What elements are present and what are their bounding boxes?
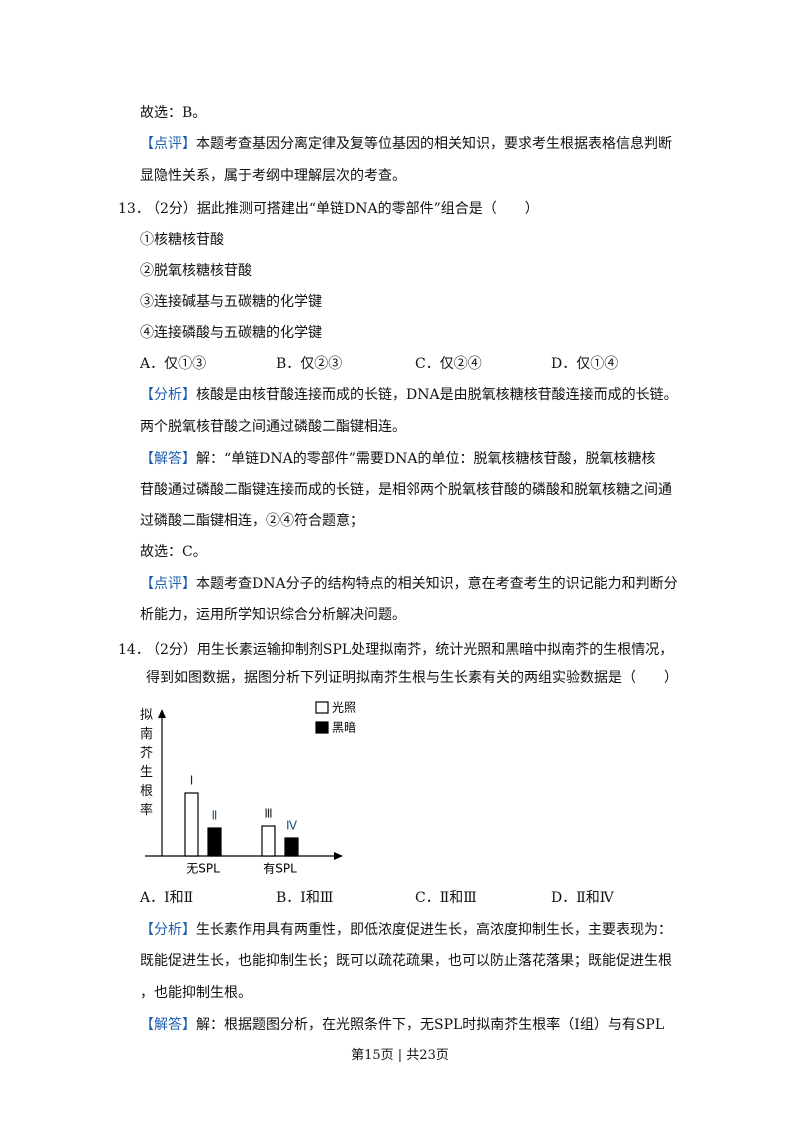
bar bbox=[284, 837, 299, 857]
analysis-line: 【分析】核酸是由核苷酸连接而成的长链，DNA是由脱氧核糖核苷酸连接而成的长链。 bbox=[140, 385, 678, 405]
tag: 【分析】 bbox=[140, 387, 196, 403]
legend-label: 光照 bbox=[332, 701, 356, 715]
bar-label: Ⅰ bbox=[190, 774, 194, 788]
answer-line: 苷酸通过磷酸二酯键连接而成的长链，是相邻两个脱氧核苷酸的磷酸和脱氧核糖之间通 bbox=[140, 482, 672, 498]
text: 本题考查DNA分子的结构特点的相关知识，意在考查考生的识记能力和判断分 bbox=[196, 576, 678, 592]
conclusion: 故选：C。 bbox=[140, 544, 207, 560]
legend-swatch bbox=[315, 701, 329, 714]
analysis-line: 【分析】生长素作用具有两重性，即低浓度促进生长，高浓度抑制生长，主要表现为： bbox=[140, 920, 672, 940]
question-number: 14． bbox=[118, 642, 150, 658]
bar bbox=[261, 825, 276, 857]
option: A．Ⅰ和Ⅱ bbox=[140, 890, 194, 906]
question-stem: （2分）据此推测可搭建出“单链DNA的零部件”组合是（ ） bbox=[146, 201, 539, 217]
option: D．仅①④ bbox=[551, 356, 619, 372]
x-tick-label: 无SPL bbox=[186, 862, 220, 876]
question-stem: 得到如图数据，据图分析下列证明拟南芥生根与生长素有关的两组实验数据是（ ） bbox=[146, 670, 678, 686]
conclusion: 故选：B。 bbox=[140, 105, 207, 121]
comment-line: 【点评】本题考查DNA分子的结构特点的相关知识，意在考查考生的识记能力和判断分 bbox=[140, 574, 678, 594]
analysis-line: 既能促进生长，也能抑制生长；既可以疏花疏果，也可以防止落花落果；既能促进生根 bbox=[140, 953, 672, 969]
question-stem: （2分）用生长素运输抑制剂SPL处理拟南芥，统计光照和黑暗中拟南芥的生根情况， bbox=[146, 642, 674, 658]
x-tick-label: 有SPL bbox=[263, 862, 297, 876]
bar bbox=[207, 827, 222, 857]
bar-label: Ⅱ bbox=[212, 809, 218, 823]
item: ②脱氧核糖核苷酸 bbox=[140, 263, 252, 279]
answer-line: 过磷酸二酯键相连，②④符合题意； bbox=[140, 513, 364, 529]
text: 核酸是由核苷酸连接而成的长链，DNA是由脱氧核糖核苷酸连接而成的长链。 bbox=[196, 387, 678, 403]
comment-line: 【点评】本题考查基因分离定律及复等位基因的相关知识，要求考生根据表格信息判断 bbox=[140, 134, 672, 154]
item: ①核糖核苷酸 bbox=[140, 232, 224, 248]
option: C．仅②④ bbox=[415, 356, 482, 372]
text: 本题考查基因分离定律及复等位基因的相关知识，要求考生根据表格信息判断 bbox=[196, 136, 672, 152]
bar-label: Ⅳ bbox=[286, 819, 297, 833]
text: 生长素作用具有两重性，即低浓度促进生长，高浓度抑制生长，主要表现为： bbox=[196, 922, 672, 938]
analysis-line: ，也能抑制生根。 bbox=[140, 985, 252, 1001]
question-number: 13． bbox=[118, 201, 150, 217]
comment-line: 析能力，运用所学知识综合分析解决问题。 bbox=[140, 607, 406, 623]
answer-line: 【解答】解：“单链DNA的零部件”需要DNA的单位：脱氧核糖核苷酸，脱氧核糖核 bbox=[140, 449, 655, 469]
option: B．Ⅰ和Ⅲ bbox=[276, 890, 334, 906]
tag: 【解答】 bbox=[140, 1017, 196, 1033]
option: D．Ⅱ和Ⅳ bbox=[551, 890, 614, 906]
y-axis-label: 拟南芥生根率 bbox=[140, 708, 154, 818]
option: A．仅①③ bbox=[140, 356, 207, 372]
legend-label: 黑暗 bbox=[332, 720, 356, 735]
text: 解：根据题图分析，在光照条件下，无SPL时拟南芥生根率（Ⅰ组）与有SPL bbox=[196, 1017, 665, 1033]
option: C．Ⅱ和Ⅲ bbox=[415, 890, 477, 906]
analysis-line: 两个脱氧核苷酸之间通过磷酸二酯键相连。 bbox=[140, 419, 406, 435]
tag: 【点评】 bbox=[140, 576, 196, 592]
y-arrow bbox=[158, 709, 166, 718]
item: ④连接磷酸与五碳糖的化学键 bbox=[140, 325, 322, 341]
comment-line: 显隐性关系，属于考纲中理解层次的考查。 bbox=[140, 168, 406, 184]
option: B．仅②③ bbox=[276, 356, 343, 372]
page-footer: 第15页 | 共23页 bbox=[351, 1048, 449, 1063]
item: ③连接碱基与五碳糖的化学键 bbox=[140, 294, 322, 310]
text: 解：“单链DNA的零部件”需要DNA的单位：脱氧核糖核苷酸，脱氧核糖核 bbox=[196, 451, 656, 467]
x-arrow bbox=[334, 852, 343, 860]
bar-label: Ⅲ bbox=[264, 807, 272, 821]
bar bbox=[184, 792, 199, 857]
tag: 【解答】 bbox=[140, 451, 196, 467]
tag: 【分析】 bbox=[140, 922, 196, 938]
tag: 【点评】 bbox=[140, 136, 196, 152]
legend-swatch bbox=[315, 721, 329, 734]
answer-line: 【解答】解：根据题图分析，在光照条件下，无SPL时拟南芥生根率（Ⅰ组）与有SPL bbox=[140, 1015, 664, 1035]
